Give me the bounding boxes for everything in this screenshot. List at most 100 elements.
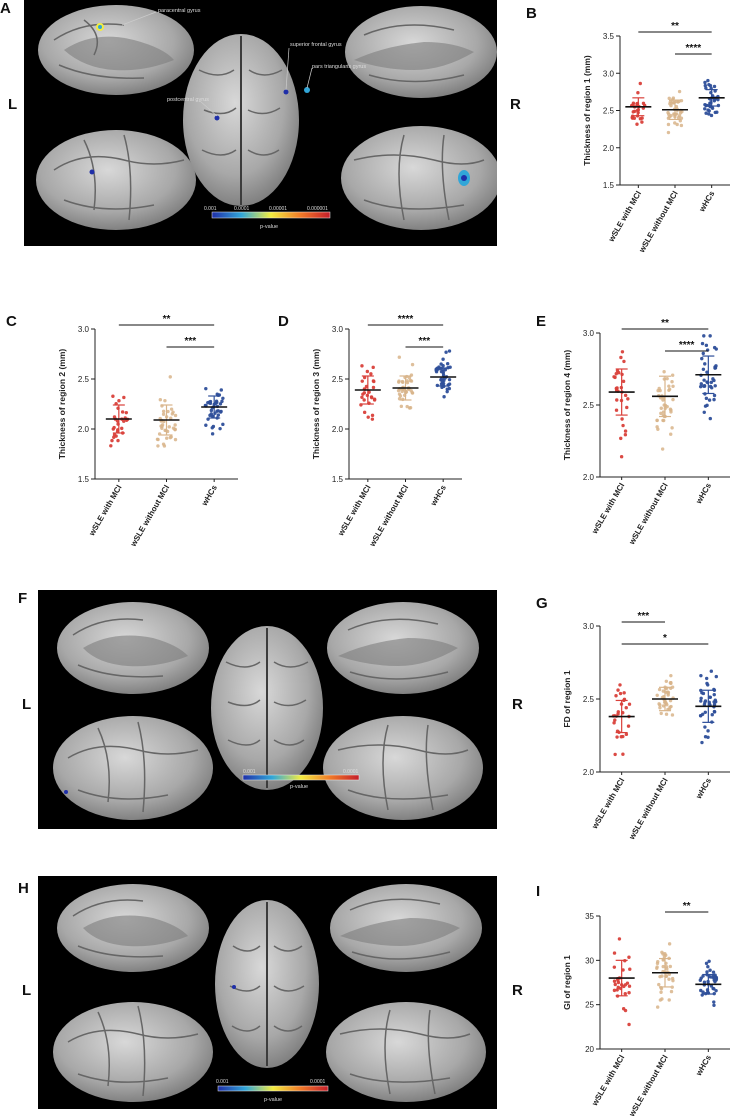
data-point bbox=[615, 988, 619, 992]
data-point bbox=[712, 99, 717, 103]
data-point bbox=[699, 382, 703, 386]
data-point bbox=[158, 397, 163, 402]
data-point bbox=[618, 691, 623, 696]
data-point bbox=[443, 368, 448, 372]
data-point bbox=[666, 693, 670, 697]
data-point bbox=[702, 334, 706, 338]
data-point bbox=[622, 359, 626, 364]
data-point bbox=[616, 688, 620, 692]
data-point bbox=[703, 735, 708, 739]
x-tick-label: wSLE without MCI bbox=[627, 777, 670, 842]
left-lateral-hemisphere bbox=[53, 716, 213, 820]
data-point bbox=[703, 699, 708, 703]
data-point bbox=[707, 112, 711, 116]
colorbar-tick: 0.0001 bbox=[343, 769, 359, 775]
data-point bbox=[122, 419, 126, 423]
data-point bbox=[709, 113, 714, 118]
data-point bbox=[439, 382, 444, 386]
data-point bbox=[661, 418, 665, 423]
data-point bbox=[667, 115, 672, 119]
annotation-superior-frontal: superior frontal gyrus bbox=[290, 42, 342, 48]
y-axis-label: Thickness of region 2 (mm) bbox=[57, 349, 67, 460]
x-tick-label: wSLE with MCI bbox=[590, 1054, 627, 1109]
annotation-pars-triangularis: pars triangularis gyrus bbox=[312, 64, 366, 70]
data-point bbox=[618, 683, 622, 687]
data-point bbox=[445, 362, 450, 366]
data-point bbox=[674, 112, 679, 116]
data-point bbox=[120, 410, 125, 414]
data-point bbox=[665, 703, 669, 707]
data-point bbox=[638, 116, 643, 121]
data-point bbox=[710, 713, 714, 717]
data-point bbox=[166, 409, 170, 414]
data-point bbox=[612, 979, 617, 983]
y-tick-label: 20 bbox=[585, 1045, 594, 1054]
data-point bbox=[701, 367, 706, 371]
colorbar-f: 0.001 0.0001 p-value bbox=[242, 769, 360, 790]
y-tick-label: 30 bbox=[585, 956, 594, 965]
data-point bbox=[161, 409, 166, 413]
data-point bbox=[612, 721, 616, 725]
data-point bbox=[621, 423, 625, 428]
data-point bbox=[714, 674, 718, 679]
region-annotations: paracentral gyrus superior frontal gyrus… bbox=[121, 8, 366, 117]
data-point bbox=[627, 984, 632, 988]
data-point bbox=[704, 343, 709, 348]
y-tick-label: 2.0 bbox=[78, 425, 90, 434]
data-point bbox=[713, 384, 717, 388]
data-point bbox=[661, 964, 665, 969]
y-axis-label: Thickness of region 3 (mm) bbox=[311, 349, 321, 460]
chart-panel-i: 20 25 30 35 GI of region 1 wSLE with MCI wSLE … bbox=[530, 878, 744, 1116]
data-point bbox=[365, 369, 370, 374]
x-tick-label: wHCs bbox=[694, 776, 714, 801]
data-point bbox=[621, 734, 625, 739]
data-point bbox=[675, 122, 679, 127]
y-tick-label: 3.0 bbox=[583, 329, 595, 338]
right-lateral-hemisphere bbox=[326, 1002, 486, 1102]
data-point bbox=[616, 712, 620, 716]
data-point bbox=[704, 396, 709, 401]
panel-letter-h: H bbox=[18, 880, 29, 897]
data-point bbox=[204, 386, 208, 391]
data-point bbox=[372, 379, 376, 384]
data-point bbox=[670, 976, 675, 981]
brain-surface-render-h: 0.001 0.0001 p-value bbox=[53, 884, 486, 1103]
data-point bbox=[670, 685, 675, 689]
data-point bbox=[613, 982, 617, 987]
data-point bbox=[620, 417, 624, 421]
y-axis-label: FD of region 1 bbox=[562, 670, 572, 727]
data-point bbox=[168, 435, 173, 440]
data-point bbox=[110, 438, 114, 443]
data-point bbox=[657, 702, 661, 706]
data-point bbox=[407, 376, 412, 380]
data-point bbox=[409, 379, 414, 383]
data-point bbox=[659, 406, 663, 410]
data-point bbox=[702, 384, 707, 388]
ventral-view-brain bbox=[215, 900, 319, 1068]
data-point bbox=[614, 386, 619, 391]
right-medial-hemisphere bbox=[345, 6, 497, 98]
data-point bbox=[701, 691, 706, 696]
data-point bbox=[623, 1008, 628, 1013]
data-point bbox=[710, 386, 714, 390]
data-point bbox=[698, 978, 703, 982]
data-point bbox=[624, 706, 628, 710]
data-point bbox=[447, 349, 452, 353]
significance-label: *** bbox=[637, 611, 649, 622]
data-point bbox=[210, 426, 214, 430]
data-point bbox=[704, 111, 708, 115]
data-point bbox=[615, 735, 619, 739]
x-tick-label: wSLE with MCI bbox=[336, 484, 373, 539]
left-medial-hemisphere bbox=[57, 884, 209, 972]
data-point bbox=[704, 86, 708, 90]
data-point bbox=[716, 97, 720, 102]
data-point bbox=[219, 388, 223, 392]
data-point bbox=[670, 379, 674, 384]
right-medial-hemisphere bbox=[327, 602, 479, 694]
data-point bbox=[220, 399, 224, 404]
x-tick-label: wHCs bbox=[694, 1053, 714, 1078]
data-point bbox=[619, 455, 624, 459]
data-point bbox=[117, 399, 121, 403]
data-point bbox=[204, 423, 208, 427]
data-point bbox=[626, 397, 630, 401]
